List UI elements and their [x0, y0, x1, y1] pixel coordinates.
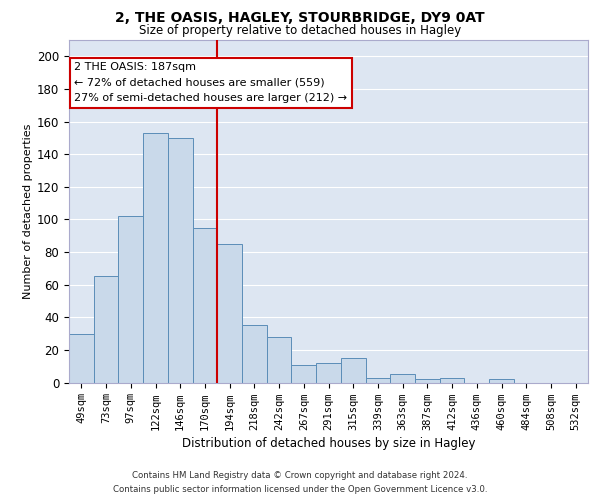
Bar [341, 358, 365, 382]
X-axis label: Distribution of detached houses by size in Hagley: Distribution of detached houses by size … [182, 436, 475, 450]
Bar [267, 337, 292, 382]
Text: Contains HM Land Registry data © Crown copyright and database right 2024.
Contai: Contains HM Land Registry data © Crown c… [113, 472, 487, 494]
Text: Size of property relative to detached houses in Hagley: Size of property relative to detached ho… [139, 24, 461, 37]
Bar [69, 334, 94, 382]
Bar [217, 244, 242, 382]
Bar [242, 326, 267, 382]
Text: 2 THE OASIS: 187sqm
← 72% of detached houses are smaller (559)
27% of semi-detac: 2 THE OASIS: 187sqm ← 72% of detached ho… [74, 62, 347, 104]
Bar [118, 216, 143, 382]
Bar [193, 228, 217, 382]
Bar [292, 364, 316, 382]
Bar [390, 374, 415, 382]
Bar [94, 276, 118, 382]
Bar [440, 378, 464, 382]
Bar [489, 379, 514, 382]
Y-axis label: Number of detached properties: Number of detached properties [23, 124, 33, 299]
Bar [143, 133, 168, 382]
Bar [168, 138, 193, 382]
Bar [316, 363, 341, 382]
Bar [415, 379, 440, 382]
Text: 2, THE OASIS, HAGLEY, STOURBRIDGE, DY9 0AT: 2, THE OASIS, HAGLEY, STOURBRIDGE, DY9 0… [115, 11, 485, 25]
Bar [365, 378, 390, 382]
